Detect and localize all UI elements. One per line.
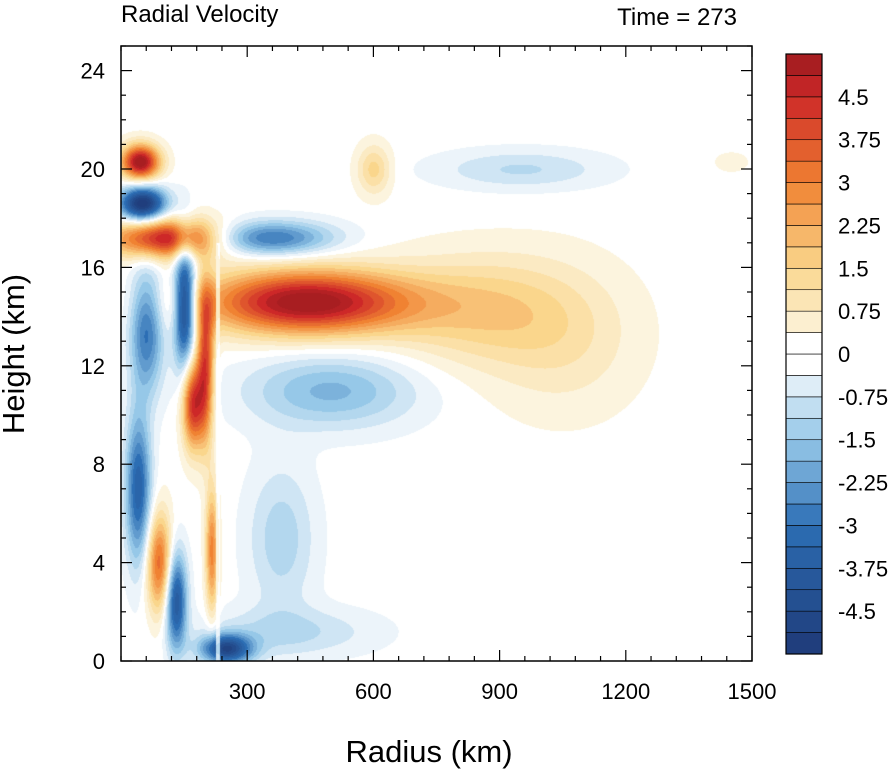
colorbar-bin [785,160,823,183]
colorbar-bin [785,525,823,548]
colorbar-bin [785,117,823,141]
colorbar-label: 0 [838,342,850,367]
x-tick-label: 1500 [728,679,777,704]
colorbar-label: 3.75 [838,128,881,153]
colorbar-bin [785,246,823,269]
colorbar-label: 4.5 [838,85,869,110]
colorbar-bin [785,225,823,248]
colorbar-label: -0.75 [838,385,888,410]
colorbar-label: -1.5 [838,428,876,453]
colorbar-label: -3 [838,513,858,538]
colorbar-bin [785,417,823,441]
colorbar-bin [785,460,823,483]
colorbar-bin [785,589,823,612]
colorbar-bin [785,503,823,526]
time-label: Time = 273 [617,4,737,31]
y-tick-label: 4 [93,551,105,576]
colorbar-bin [785,567,823,591]
y-axis-label: Height (km) [0,274,31,434]
colorbar-bin [785,267,823,291]
colorbar-bin [785,96,823,119]
y-tick-label: 16 [81,255,105,280]
colorbar-bin [785,182,823,205]
x-tick-label: 900 [481,679,518,704]
colorbar-bin [785,353,823,376]
colorbar-bin [785,289,823,312]
colorbar-bin [785,332,823,355]
colorbar-bin [785,610,823,633]
colorbar-label: -2.25 [838,471,888,496]
x-axis-ticks: 300 600 900 1200 1500 [120,46,777,704]
heatmap-field [121,46,752,661]
colorbar-bin [785,396,823,419]
colorbar-frame [785,53,823,655]
x-tick-label: 1200 [601,679,650,704]
colorbar-bin [785,310,823,333]
colorbar-bin [785,375,823,398]
colorbar-label: -3.75 [838,556,888,581]
y-tick-label: 20 [81,157,105,182]
y-tick-label: 12 [81,354,105,379]
chart-title: Radial Velocity [121,1,278,28]
y-tick-label: 24 [81,59,105,84]
colorbar-bin [785,439,823,462]
y-tick-label: 0 [93,649,105,674]
colorbar-bin [785,546,823,569]
plot-frame [120,45,753,662]
colorbar-label: 3 [838,171,850,196]
colorbar: 4.5 3.75 3 2.25 1.5 0.75 0 -0.75 -1.5 -2.25 -3 -3.7… [785,53,888,655]
x-axis-label: Radius (km) [345,734,512,769]
colorbar-bin [785,203,823,226]
y-axis-ticks: 0 4 8 12 16 20 24 [81,45,752,674]
colorbar-bin [785,139,823,162]
colorbar-label: -4.5 [838,599,876,624]
colorbar-bin [785,75,823,98]
colorbar-label: 1.5 [838,256,869,281]
colorbar-bin [785,482,823,505]
colorbar-bin [785,53,823,76]
colorbar-bin [785,632,823,655]
x-tick-label: 600 [355,679,392,704]
x-tick-label: 300 [229,679,266,704]
colorbar-label: 2.25 [838,213,881,238]
colorbar-label: 0.75 [838,299,881,324]
y-tick-label: 8 [93,452,105,477]
